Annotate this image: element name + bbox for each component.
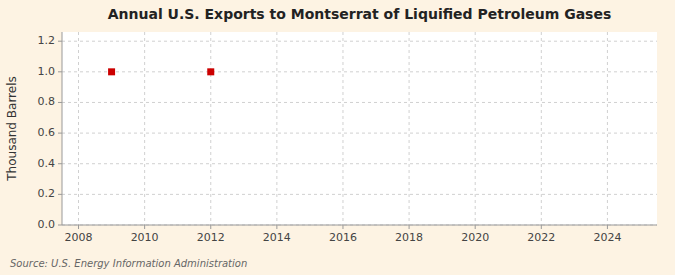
grid-line-y (62, 102, 657, 103)
grid-line-y (62, 225, 657, 226)
points (108, 68, 214, 75)
x-tick (78, 225, 79, 229)
grid-line-y (62, 71, 657, 72)
x-tick-label: 2018 (395, 231, 423, 244)
point (207, 68, 214, 75)
grid-line-x (342, 32, 343, 225)
x-tick-label: 2016 (329, 231, 357, 244)
y-tick (58, 41, 62, 42)
grid-line-y (62, 133, 657, 134)
chart-container: 0.0 0.2 0.4 0.6 0.8 1.0 1.2 2008 2010 2012 2014 201… (0, 0, 675, 275)
grid-line-x (144, 32, 145, 225)
grid-line-y (62, 163, 657, 164)
x-tick (276, 225, 277, 229)
x-tick-label: 2008 (65, 231, 93, 244)
x-tick-label: 2022 (527, 231, 555, 244)
x-tick-label: 2012 (197, 231, 225, 244)
chart: 0.0 0.2 0.4 0.6 0.8 1.0 1.2 2008 2010 2012 2014 201… (0, 0, 675, 275)
y-tick-label: 1.2 (38, 34, 56, 47)
y-tick (58, 163, 62, 164)
x-tick (210, 225, 211, 229)
grid-line-x (276, 32, 277, 225)
y-tick-label: 1.0 (38, 65, 56, 78)
grid-line-x (409, 32, 410, 225)
grid-line-y (62, 41, 657, 42)
grid-line-y (62, 194, 657, 195)
x-tick-label: 2020 (461, 231, 489, 244)
y-tick (58, 225, 62, 226)
axes: 0.0 0.2 0.4 0.6 0.8 1.0 1.2 2008 2010 2012 2014 201… (38, 32, 658, 244)
y-tick (58, 133, 62, 134)
grid (62, 32, 657, 225)
x-tick (475, 225, 476, 229)
x-tick-label: 2010 (131, 231, 159, 244)
y-tick (58, 71, 62, 72)
grid-line-x (475, 32, 476, 225)
x-tick-label: 2014 (263, 231, 291, 244)
y-tick (58, 102, 62, 103)
grid-line-x (210, 32, 211, 225)
x-tick (607, 225, 608, 229)
y-tick-label: 0.6 (38, 126, 56, 139)
grid-line-x (607, 32, 608, 225)
y-tick-label: 0.8 (38, 95, 56, 108)
y-axis-line (62, 32, 63, 225)
title: Annual U.S. Exports to Montserrat of Liq… (108, 6, 612, 22)
y-axis-label: Thousand Barrels (5, 76, 19, 181)
point (108, 68, 115, 75)
background (0, 0, 675, 275)
x-tick-label: 2024 (593, 231, 621, 244)
x-axis-line (62, 225, 657, 226)
y-tick (58, 194, 62, 195)
y-tick-label: 0.2 (38, 187, 56, 200)
x-tick (144, 225, 145, 229)
plot-background (62, 32, 657, 225)
x-tick (409, 225, 410, 229)
grid-line-x (541, 32, 542, 225)
x-tick (541, 225, 542, 229)
source-note: Source: U.S. Energy Information Administ… (10, 258, 247, 269)
page: {"chart_data": {"type": "scatter", "titl… (0, 0, 675, 275)
y-tick-label: 0.4 (38, 157, 56, 170)
grid-line-x (78, 32, 79, 225)
y-tick-label: 0.0 (38, 218, 56, 231)
x-tick (342, 225, 343, 229)
